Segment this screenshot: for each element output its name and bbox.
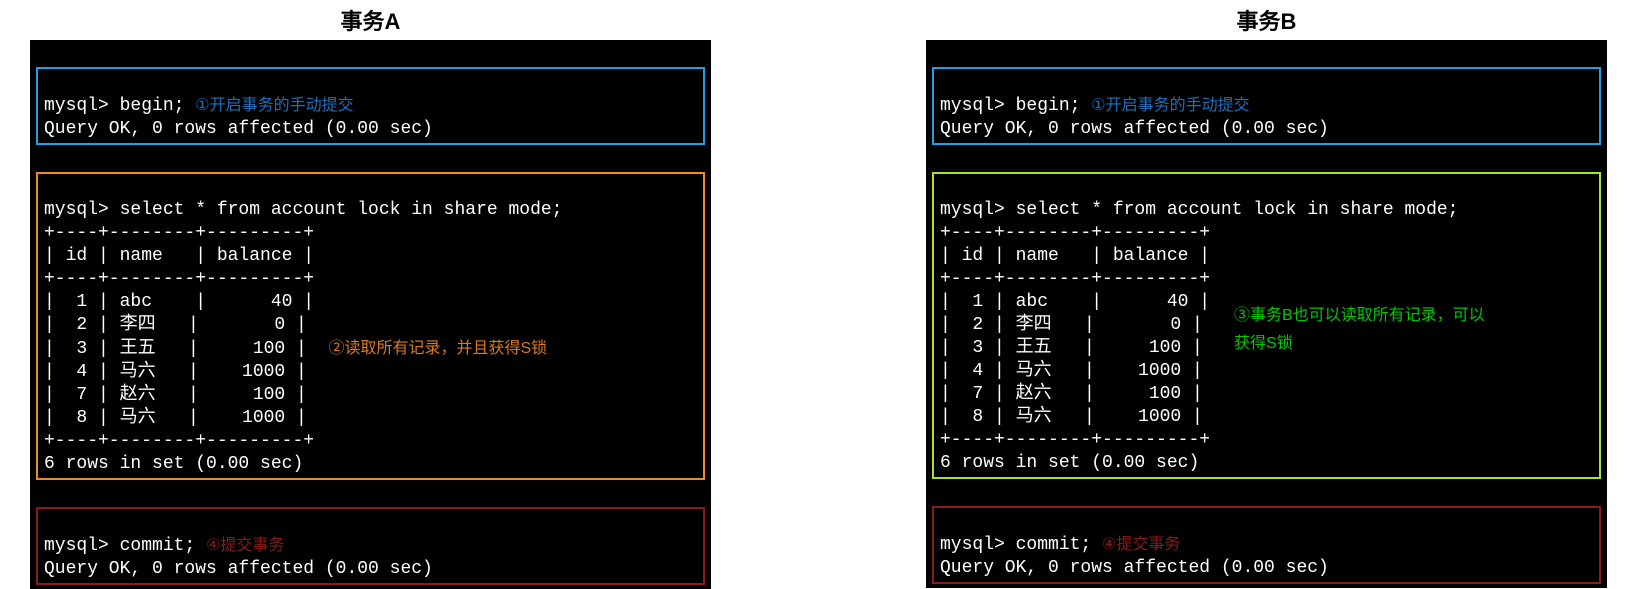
tx-b-select-cmd: mysql> select * from account lock in sha… <box>940 200 1458 220</box>
table-sep: +----+--------+---------+ <box>44 223 314 243</box>
table-sep: +----+--------+---------+ <box>44 431 314 451</box>
tx-b-begin-block: mysql> begin; ①开启事务的手动提交 Query OK, 0 row… <box>932 67 1601 145</box>
table-row: | 8 | 马六 | 1000 | <box>44 408 307 428</box>
tx-a-commit-block: mysql> commit; ④提交事务 Query OK, 0 rows af… <box>36 507 705 585</box>
table-row: | 2 | 李四 | 0 | <box>940 315 1203 335</box>
tx-b-terminal: mysql> begin; ①开启事务的手动提交 Query OK, 0 row… <box>926 40 1607 588</box>
table-row: | 3 | 王五 | 100 | <box>940 338 1203 358</box>
tx-b-commit-annot: ④提交事务 <box>1102 536 1180 553</box>
tx-b-begin-annot: ①开启事务的手动提交 <box>1091 97 1249 114</box>
table-row: | 7 | 赵六 | 100 | <box>44 385 307 405</box>
terminal-pair: 事务A mysql> begin; ①开启事务的手动提交 Query OK, 0… <box>0 0 1637 589</box>
tx-b-select-footer: 6 rows in set (0.00 sec) <box>940 453 1199 473</box>
tx-b-select-block: mysql> select * from account lock in sha… <box>932 172 1601 479</box>
table-row: | 1 | abc | 40 | <box>44 292 314 312</box>
tx-a-begin-result: Query OK, 0 rows affected (0.00 sec) <box>44 119 433 139</box>
tx-a-commit-annot: ④提交事务 <box>206 537 284 554</box>
tx-b-commit-result: Query OK, 0 rows affected (0.00 sec) <box>940 558 1329 578</box>
table-header: | id | name | balance | <box>940 246 1210 266</box>
tx-b-select-annot: ③事务B也可以读取所有记录，可以获得S锁 <box>1234 302 1494 358</box>
tx-b-begin-cmd: mysql> begin; <box>940 96 1080 116</box>
table-sep: +----+--------+---------+ <box>940 223 1210 243</box>
tx-a-select-footer: 6 rows in set (0.00 sec) <box>44 454 303 474</box>
tx-a-begin-block: mysql> begin; ①开启事务的手动提交 Query OK, 0 row… <box>36 67 705 145</box>
table-row: | 4 | 马六 | 1000 | <box>44 362 307 382</box>
tx-a-commit-result: Query OK, 0 rows affected (0.00 sec) <box>44 559 433 579</box>
tx-b-column: 事务B mysql> begin; ①开启事务的手动提交 Query OK, 0… <box>926 0 1607 588</box>
table-row: | 2 | 李四 | 0 | <box>44 315 307 335</box>
tx-a-begin-annot: ①开启事务的手动提交 <box>195 97 353 114</box>
tx-a-select-annot: ②读取所有记录，并且获得S锁 <box>328 340 547 357</box>
table-sep: +----+--------+---------+ <box>940 430 1210 450</box>
table-header: | id | name | balance | <box>44 246 314 266</box>
tx-a-begin-cmd: mysql> begin; <box>44 96 184 116</box>
tx-a-terminal: mysql> begin; ①开启事务的手动提交 Query OK, 0 row… <box>30 40 711 589</box>
tx-b-commit-cmd: mysql> commit; <box>940 535 1091 555</box>
tx-a-commit-cmd: mysql> commit; <box>44 536 195 556</box>
tx-b-begin-result: Query OK, 0 rows affected (0.00 sec) <box>940 119 1329 139</box>
tx-a-title: 事务A <box>30 4 711 36</box>
tx-a-column: 事务A mysql> begin; ①开启事务的手动提交 Query OK, 0… <box>30 0 711 589</box>
tx-a-select-cmd: mysql> select * from account lock in sha… <box>44 200 562 220</box>
table-sep: +----+--------+---------+ <box>940 269 1210 289</box>
tx-b-commit-block: mysql> commit; ④提交事务 Query OK, 0 rows af… <box>932 506 1601 584</box>
table-row: | 8 | 马六 | 1000 | <box>940 407 1203 427</box>
tx-a-select-block: mysql> select * from account lock in sha… <box>36 172 705 480</box>
tx-b-title: 事务B <box>926 4 1607 36</box>
table-row: | 3 | 王五 | 100 | <box>44 339 307 359</box>
table-sep: +----+--------+---------+ <box>44 269 314 289</box>
table-row: | 1 | abc | 40 | <box>940 292 1210 312</box>
table-row: | 4 | 马六 | 1000 | <box>940 361 1203 381</box>
table-row: | 7 | 赵六 | 100 | <box>940 384 1203 404</box>
